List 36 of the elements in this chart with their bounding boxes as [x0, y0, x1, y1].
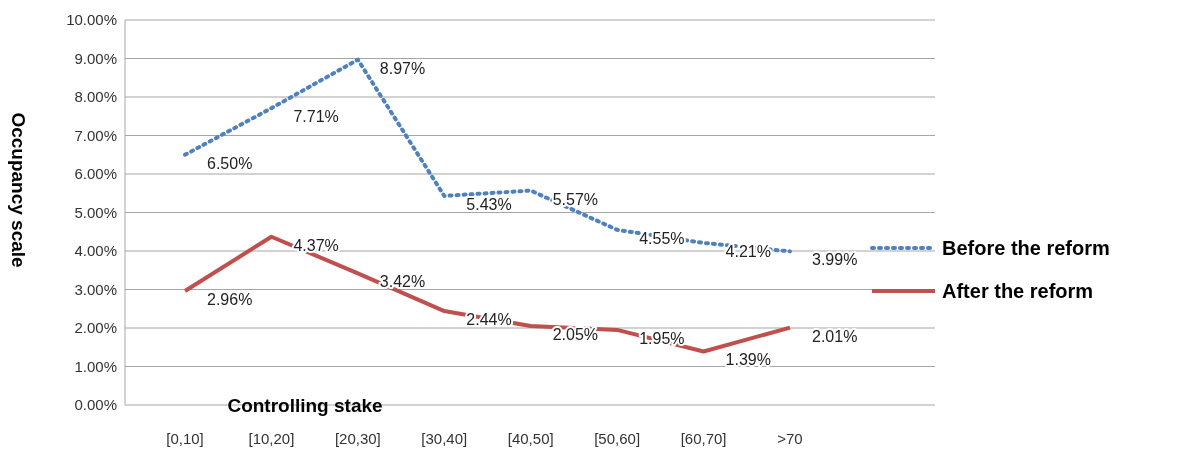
- y-tick-label: 5.00%: [74, 203, 117, 221]
- y-tick-label: 1.00%: [74, 357, 117, 375]
- data-label: 2.96%: [207, 291, 253, 309]
- data-label: 8.97%: [379, 59, 426, 77]
- data-label: 3.42%: [379, 273, 426, 291]
- y-axis-title: Occupancy scale: [8, 112, 29, 268]
- legend-label: After the reform: [942, 280, 1094, 302]
- x-tick-label: [10,20]: [248, 430, 295, 447]
- x-tick-label: [30,40]: [421, 430, 468, 447]
- y-tick-label: 3.00%: [74, 280, 117, 298]
- data-label: 4.37%: [293, 236, 339, 254]
- x-tick-label: >70: [777, 430, 803, 447]
- x-tick-label: [60,70]: [680, 430, 727, 447]
- data-label: 7.71%: [293, 108, 339, 126]
- data-label: 2.01%: [812, 327, 858, 345]
- data-label: 4.21%: [725, 242, 771, 260]
- data-label: 5.57%: [552, 190, 599, 208]
- legend-label: Before the reform: [942, 237, 1110, 259]
- data-label: 5.43%: [466, 195, 512, 213]
- y-tick-label: 10.00%: [66, 11, 117, 29]
- x-tick-label: [20,30]: [334, 430, 381, 447]
- x-tick-label: [50,60]: [594, 430, 641, 447]
- data-label: 3.99%: [812, 251, 858, 269]
- y-tick-label: 0.00%: [74, 396, 117, 414]
- data-label: 6.50%: [207, 154, 253, 172]
- y-tick-label: 8.00%: [74, 88, 117, 106]
- y-tick-label: 6.00%: [74, 165, 117, 183]
- x-tick-label: [0,10]: [166, 430, 204, 447]
- y-tick-label: 4.00%: [74, 242, 117, 260]
- y-tick-label: 9.00%: [74, 49, 117, 67]
- y-tick-label: 7.00%: [74, 126, 117, 144]
- x-axis-title: Controlling stake: [227, 395, 383, 416]
- data-label: 1.39%: [725, 351, 771, 369]
- data-label: 2.05%: [552, 326, 599, 344]
- x-tick-label: [40,50]: [507, 430, 554, 447]
- y-tick-label: 2.00%: [74, 319, 117, 337]
